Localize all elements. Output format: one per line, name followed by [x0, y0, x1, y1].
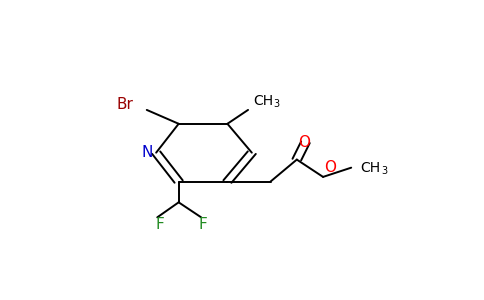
Text: F: F [198, 217, 208, 232]
Text: F: F [155, 217, 164, 232]
Text: O: O [298, 135, 310, 150]
Text: O: O [325, 160, 336, 175]
Text: 3: 3 [381, 166, 387, 176]
Text: CH: CH [253, 94, 273, 108]
Text: CH: CH [361, 161, 381, 175]
Text: Br: Br [117, 97, 134, 112]
Text: N: N [141, 145, 152, 160]
Text: 3: 3 [273, 99, 279, 109]
